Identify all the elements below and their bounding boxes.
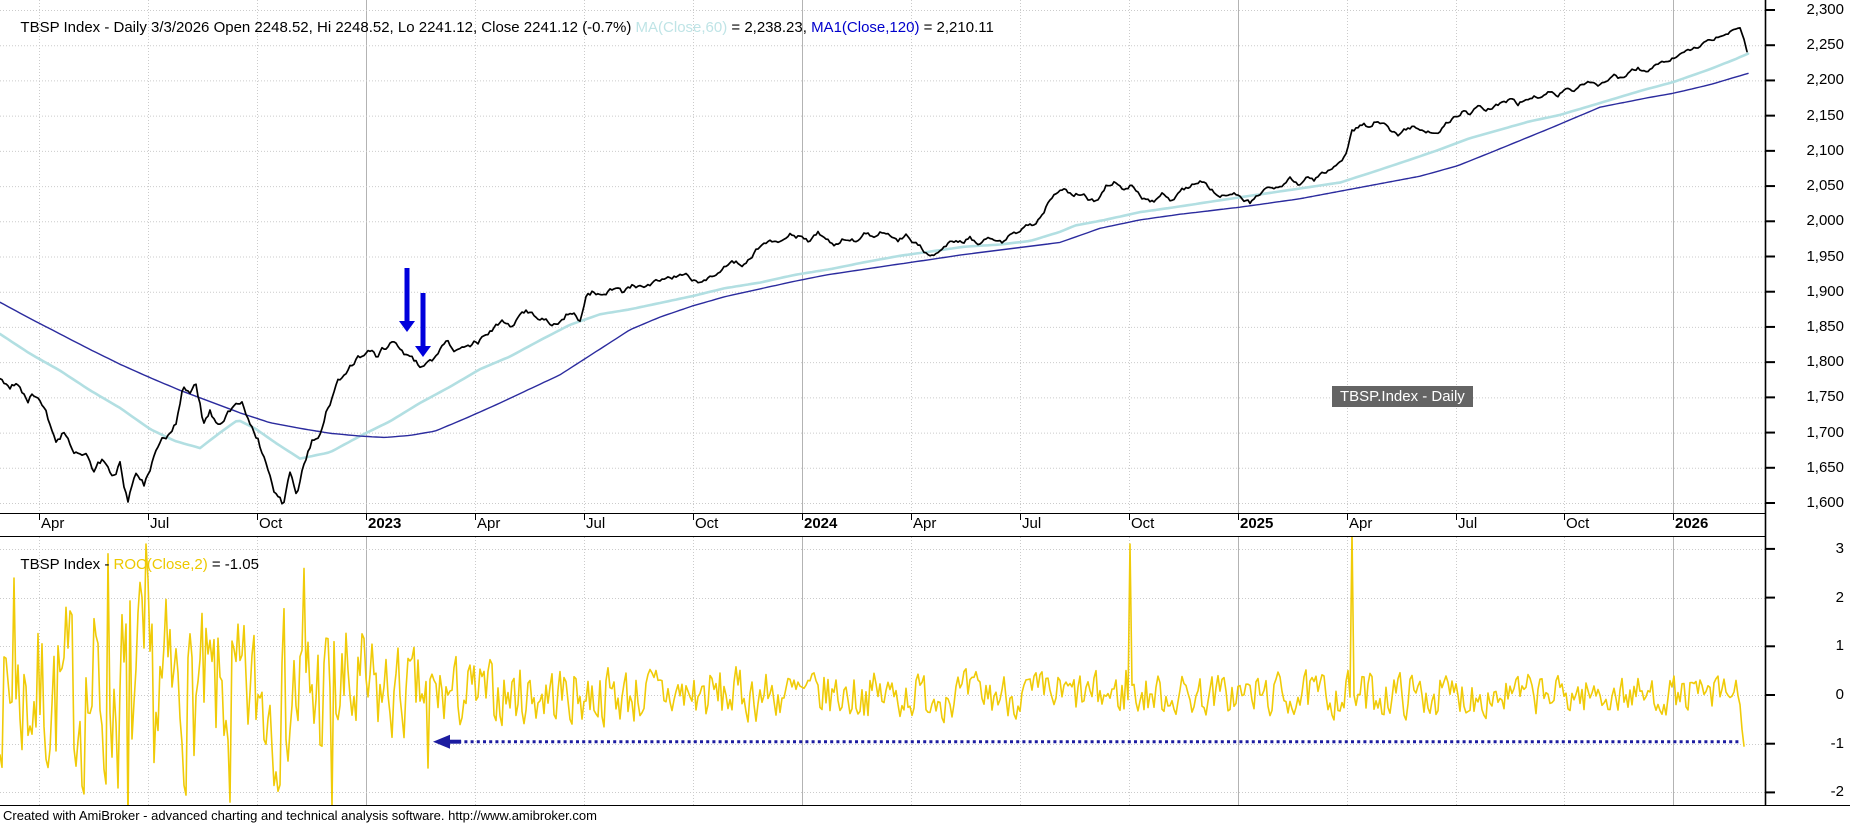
roc-legend-label: ROC(Close,2) [113,556,208,573]
price-axis-label: 1,600 [1806,494,1844,511]
x-axis-label: Oct [259,515,283,532]
x-axis-label: 2023 [368,515,402,532]
price-axis-label: 1,950 [1806,247,1844,265]
price-axis-label: 2,000 [1806,212,1844,230]
roc-axis-label: -1 [1830,734,1844,752]
axis-ticks [39,9,1775,794]
price-axis-label: 2,250 [1806,36,1844,54]
price-axis-label: 1,700 [1806,423,1844,441]
price-axis-label: 1,650 [1806,458,1844,476]
roc-line [0,537,1745,805]
axis-borders [0,0,1850,806]
x-axis-label: Apr [913,515,937,532]
roc-axis-label: 2 [1835,588,1844,606]
ma120-legend-value: = 2,210.11 [919,19,994,36]
price-axis-label: 2,150 [1806,106,1844,124]
x-axis-label: Oct [695,515,719,532]
price-axis-label: 1,750 [1806,388,1844,406]
price-axis-label: 2,050 [1806,177,1844,195]
x-axis-label: Jul [586,515,606,532]
symbol-badge: TBSP.Index - Daily [1332,386,1473,407]
x-axis-label: Oct [1131,515,1155,532]
title-ohlc-text: TBSP Index - Daily 3/3/2026 Open 2248.52… [20,19,636,36]
x-axis-label: Oct [1566,515,1590,532]
x-axis-label: Apr [1349,515,1373,532]
x-axis-label: 2024 [804,515,838,532]
roc-axis-label: 1 [1835,637,1844,655]
ma60-line [0,52,1750,460]
price-axis-label: 1,900 [1806,282,1844,300]
ma60-legend-value: = 2,238.23, [727,19,812,36]
roc-pane-title: TBSP Index - ROC(Close,2) = -1.05 [4,539,259,590]
price-axis-label: 2,200 [1806,71,1844,89]
x-axis-label: Jul [1022,515,1042,532]
price-pane-title: TBSP Index - Daily 3/3/2026 Open 2248.52… [4,2,994,53]
roc-axis-label: 0 [1835,686,1844,703]
x-axis-label: Apr [477,515,501,532]
roc-title-prefix: TBSP Index - [20,556,114,573]
ma120-legend-label: MA1(Close,120) [811,19,920,36]
ma60-legend-label: MA(Close,60) [635,19,728,36]
roc-axis-label: 3 [1835,539,1844,557]
x-axis-label: 2026 [1675,515,1709,532]
price-axis-label: 2,100 [1806,141,1844,159]
x-axis-label: Jul [1458,515,1478,532]
price-axis-label: 1,850 [1806,317,1844,335]
price-line [0,26,1748,505]
roc-ref-arrow [433,734,1740,749]
x-axis-label: Jul [150,515,170,532]
ma120-line [0,72,1749,439]
x-axis-label: Apr [41,515,65,532]
price-axis-label: 2,300 [1806,1,1844,18]
price-axis-label: 1,800 [1806,353,1844,371]
down-arrows [399,268,431,357]
roc-legend-value: = -1.05 [207,556,259,573]
amibroker-credit-text: Created with AmiBroker - advanced charti… [3,808,597,823]
roc-axis-label: -2 [1830,783,1844,801]
x-axis-label: 2025 [1240,515,1274,532]
grid-layer [0,0,1765,805]
